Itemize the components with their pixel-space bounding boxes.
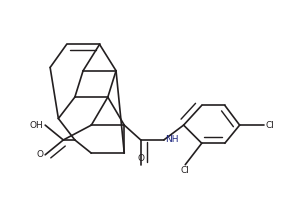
Text: OH: OH <box>30 121 44 130</box>
Text: Cl: Cl <box>266 121 275 130</box>
Text: O: O <box>37 150 44 159</box>
Text: NH: NH <box>165 135 179 144</box>
Text: Cl: Cl <box>181 166 190 175</box>
Text: O: O <box>137 154 144 163</box>
